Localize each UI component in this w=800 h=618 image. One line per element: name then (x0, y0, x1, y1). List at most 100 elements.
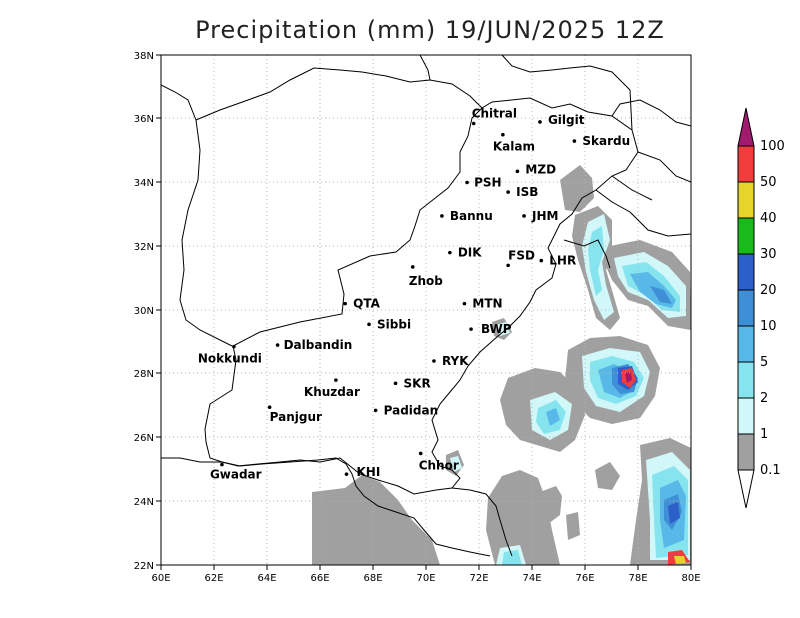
y-tick-label: 30N (134, 306, 154, 317)
city-dot (344, 472, 349, 476)
city-dot (418, 451, 423, 456)
city-dot (506, 263, 510, 268)
y-tick-label: 38N (134, 51, 154, 62)
city-label: MZD (525, 162, 556, 176)
colorbar-bin (737, 145, 755, 183)
x-tick-label: 74E (522, 573, 541, 584)
city-label: QTA (353, 297, 380, 311)
colorbar-bottom-arrow (737, 469, 755, 509)
colorbar-bin (737, 361, 755, 399)
city-dot (440, 214, 444, 218)
city-dot (367, 322, 371, 327)
x-tick-label: 80E (681, 573, 700, 584)
city-label: RYK (442, 354, 469, 368)
city-dot (506, 190, 510, 194)
city-label: Khuzdar (304, 385, 360, 399)
city-label: JHM (531, 209, 558, 223)
city-label: Nokkundi (198, 352, 262, 366)
city-dot (501, 132, 505, 137)
colorbar-label: 40 (760, 211, 777, 226)
city-label: Gwadar (210, 468, 262, 482)
colorbar-bin (737, 217, 755, 255)
colorbar-bin (737, 397, 755, 435)
x-tick-label: 66E (310, 573, 329, 584)
city-label: Chitral (472, 107, 517, 121)
city-label: BWP (481, 322, 512, 336)
city-label: ISB (516, 185, 538, 199)
colorbar-label: 2 (760, 391, 768, 406)
y-tick-label: 36N (134, 114, 154, 125)
city-dot (432, 359, 436, 363)
city-label: PSH (474, 176, 501, 190)
graticule (161, 55, 691, 565)
city-dot (522, 214, 526, 218)
city-dot (232, 344, 236, 349)
x-tick-label: 68E (363, 573, 382, 584)
y-tick-label: 34N (134, 178, 154, 189)
city-dot (538, 120, 542, 124)
city-label: MTN (472, 297, 502, 311)
city-label: Zhob (409, 274, 443, 288)
city-label: Skardu (582, 134, 630, 148)
city-dot (515, 169, 520, 174)
city-label: LHR (549, 254, 576, 268)
city-dot (410, 265, 415, 269)
colorbar-bin (737, 289, 755, 327)
city-label: KHI (357, 465, 381, 479)
colorbar-label: 10 (760, 319, 777, 334)
city-label: Chhor (419, 458, 459, 472)
colorbar-bin (737, 325, 755, 363)
city-label: Bannu (450, 209, 493, 223)
colorbar-bin (737, 433, 755, 471)
colorbar-top-arrow (737, 107, 755, 147)
city-dot (462, 301, 467, 306)
city-label: Sibbi (377, 317, 411, 331)
precipitation-shading (312, 165, 691, 565)
colorbar-label: 100 (760, 139, 785, 154)
y-tick-label: 28N (134, 369, 154, 380)
city-label: FSD (508, 248, 535, 262)
x-tick-label: 64E (257, 573, 276, 584)
map-title: Precipitation (mm) 19/JUN/2025 12Z (195, 16, 665, 44)
city-dot (267, 405, 272, 410)
city-dot (448, 250, 452, 255)
city-dot (334, 378, 338, 382)
colorbar-bin (737, 253, 755, 291)
city-label: SKR (404, 376, 431, 390)
y-tick-label: 24N (134, 497, 154, 508)
city-label: Kalam (493, 140, 535, 154)
city-dot (393, 381, 398, 386)
colorbar-label: 5 (760, 355, 768, 370)
colorbar-label: 50 (760, 175, 777, 190)
city-dot (220, 462, 224, 467)
colorbar-label: 0.1 (760, 463, 781, 478)
x-axis-labels: 60E 62E 64E 66E 68E 70E 72E 74E 76E 78E … (151, 573, 700, 584)
x-tick-label: 70E (416, 573, 435, 584)
colorbar-label: 30 (760, 247, 777, 262)
city-dot (465, 180, 469, 185)
x-tick-label: 72E (469, 573, 488, 584)
colorbar-label: 20 (760, 283, 777, 298)
y-tick-label: 26N (134, 433, 154, 444)
colorbar-label: 1 (760, 427, 768, 442)
colorbar: 100 50 40 30 20 10 5 2 1 0.1 (737, 107, 785, 509)
tick-marks (156, 54, 692, 570)
country-borders (161, 55, 691, 557)
city-label: Dalbandin (284, 338, 353, 352)
city-dot (373, 408, 378, 413)
city-label: Gilgit (548, 113, 585, 127)
city-dot (469, 327, 473, 331)
city-label: DIK (458, 246, 482, 260)
colorbar-bin (737, 181, 755, 219)
y-tick-label: 22N (134, 561, 154, 572)
city-label: Padidan (384, 403, 439, 417)
y-tick-label: 32N (134, 242, 154, 253)
x-tick-label: 62E (204, 573, 223, 584)
city-markers: Chitral Gilgit Kalam Skardu MZD PSH ISB JHM Bann… (198, 107, 630, 482)
city-label: Panjgur (270, 410, 322, 424)
x-tick-label: 76E (575, 573, 594, 584)
city-dot (343, 301, 347, 306)
city-dot (539, 258, 544, 263)
city-dot (471, 121, 476, 126)
